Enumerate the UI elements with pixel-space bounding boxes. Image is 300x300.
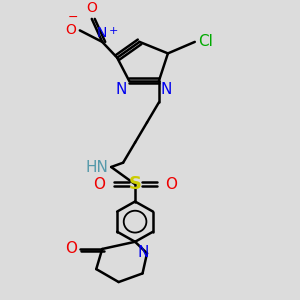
Text: N: N <box>137 245 149 260</box>
Text: O: O <box>93 177 105 192</box>
Text: N: N <box>115 82 127 97</box>
Text: −: − <box>68 11 79 24</box>
Text: O: O <box>165 177 177 192</box>
Text: O: O <box>65 23 76 38</box>
Text: Cl: Cl <box>198 34 213 50</box>
Text: +: + <box>109 26 118 36</box>
Text: N: N <box>160 82 172 97</box>
Text: N: N <box>97 26 107 40</box>
Text: S: S <box>129 175 142 193</box>
Text: HN: HN <box>85 160 108 175</box>
Text: O: O <box>65 242 77 256</box>
Text: O: O <box>86 2 97 15</box>
